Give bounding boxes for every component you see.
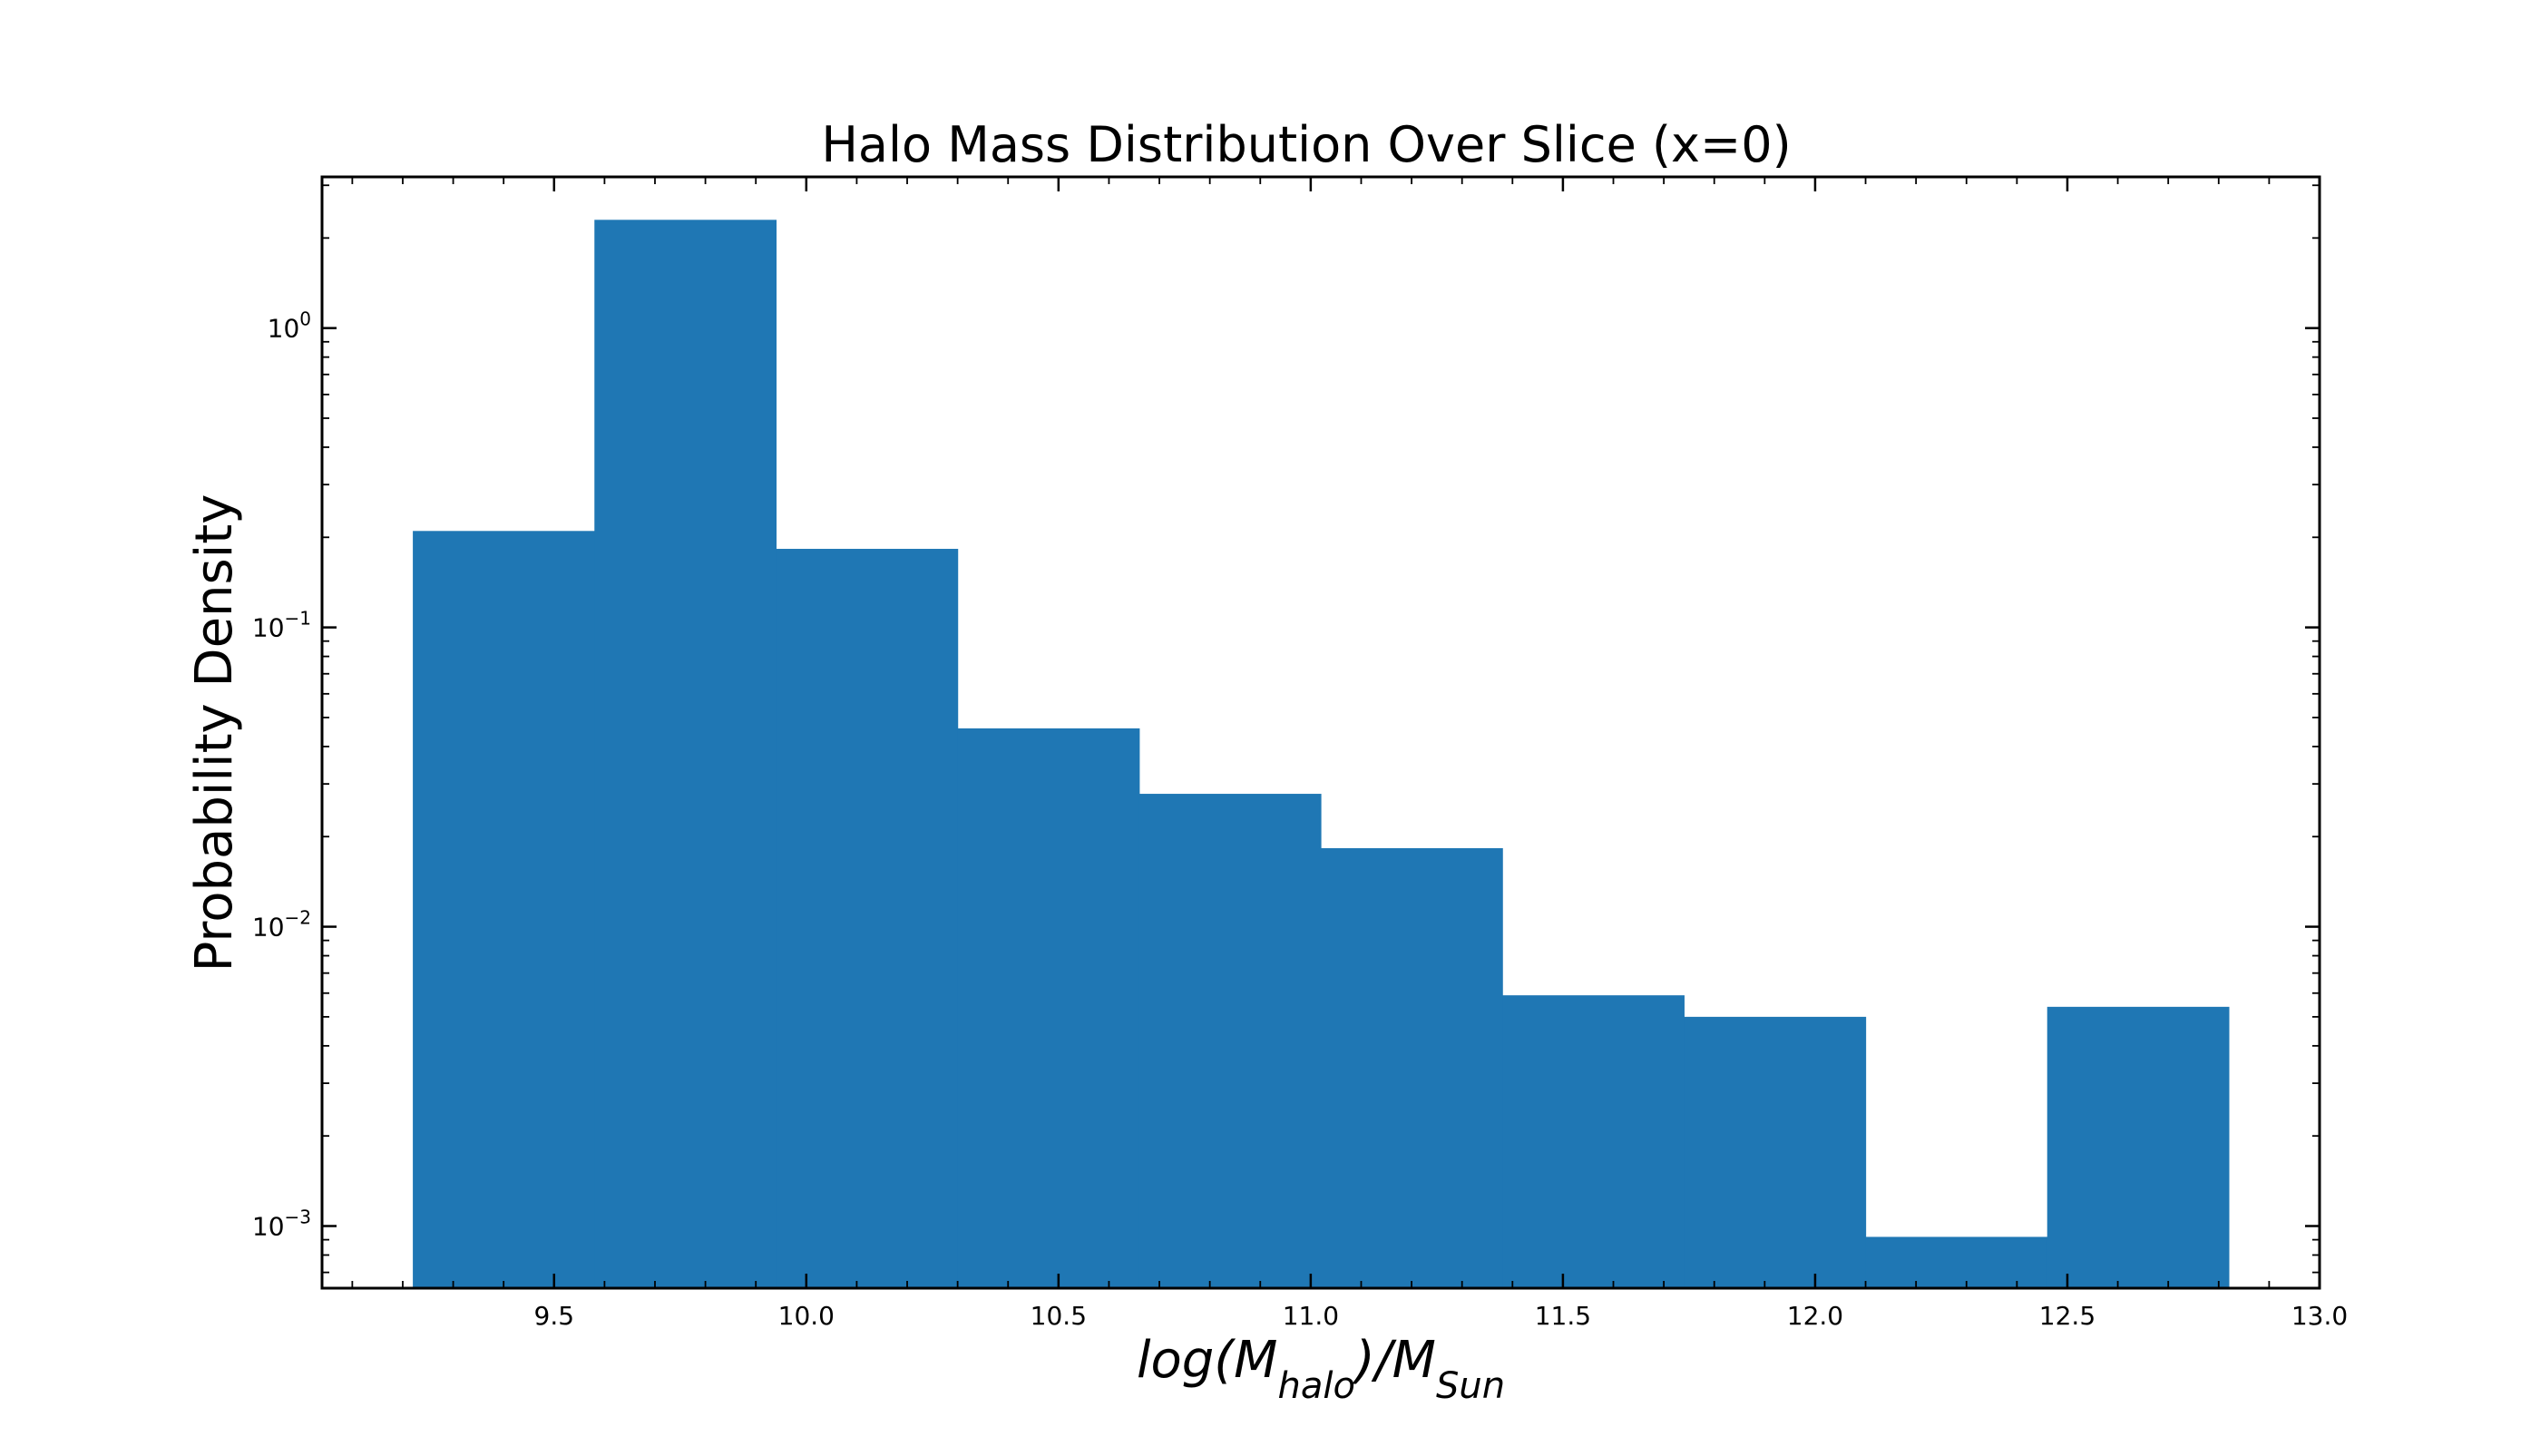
plot-frame: [320, 175, 2321, 1290]
histogram-bar: [413, 531, 595, 1288]
histogram-bar: [776, 549, 959, 1288]
chart-title: Halo Mass Distribution Over Slice (x=0): [821, 116, 1791, 173]
histogram-bar: [1321, 847, 1503, 1288]
x-axis-label: log(Mhalo)/MSun: [1137, 1331, 1505, 1407]
x-tick-label: 13.0: [2291, 1301, 2348, 1331]
x-tick-label: 12.5: [2039, 1301, 2096, 1331]
histogram-bar: [594, 220, 777, 1288]
x-tick-label: 11.0: [1283, 1301, 1339, 1331]
x-tick-label: 10.0: [778, 1301, 835, 1331]
y-tick-label: 100: [268, 308, 311, 344]
histogram-bar: [1502, 995, 1685, 1288]
y-tick-label: 10−2: [252, 907, 311, 943]
y-tick-label: 10−3: [252, 1207, 311, 1242]
x-tick-label: 12.0: [1787, 1301, 1843, 1331]
bars-layer: [413, 220, 2230, 1288]
histogram-bar: [957, 728, 1140, 1288]
x-tick-label: 10.5: [1031, 1301, 1087, 1331]
histogram-bar: [2047, 1006, 2230, 1288]
y-tick-label: 10−1: [252, 608, 311, 643]
histogram-bar: [1684, 1016, 1867, 1288]
y-axis-label: Probability Density: [185, 494, 244, 972]
x-tick-label: 9.5: [534, 1301, 575, 1331]
histogram-bar: [1865, 1236, 2048, 1288]
x-tick-label: 11.5: [1535, 1301, 1591, 1331]
histogram-bar: [1138, 794, 1322, 1288]
